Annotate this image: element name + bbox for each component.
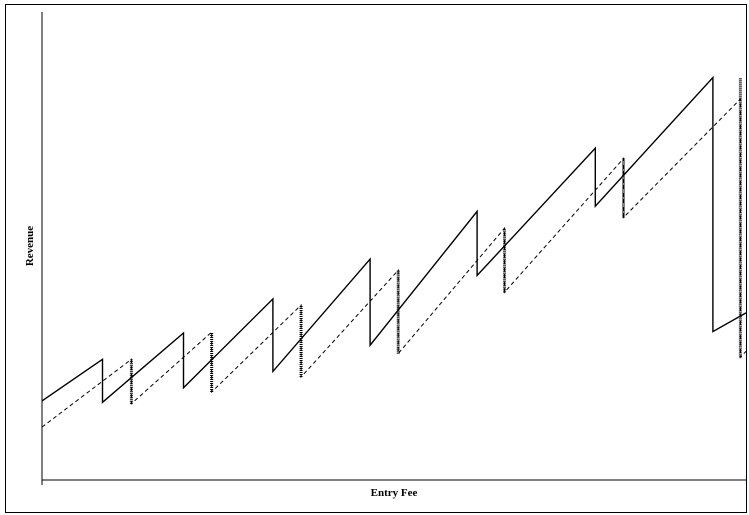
series-layer [41,75,747,428]
x-axis-label: Entry Fee [370,487,418,499]
chart-frame [5,4,747,513]
jump-marker-layer [129,77,742,404]
solid-series-line [41,75,747,404]
dashed-series-line [41,97,747,428]
y-axis-label: Revenue [24,225,36,267]
